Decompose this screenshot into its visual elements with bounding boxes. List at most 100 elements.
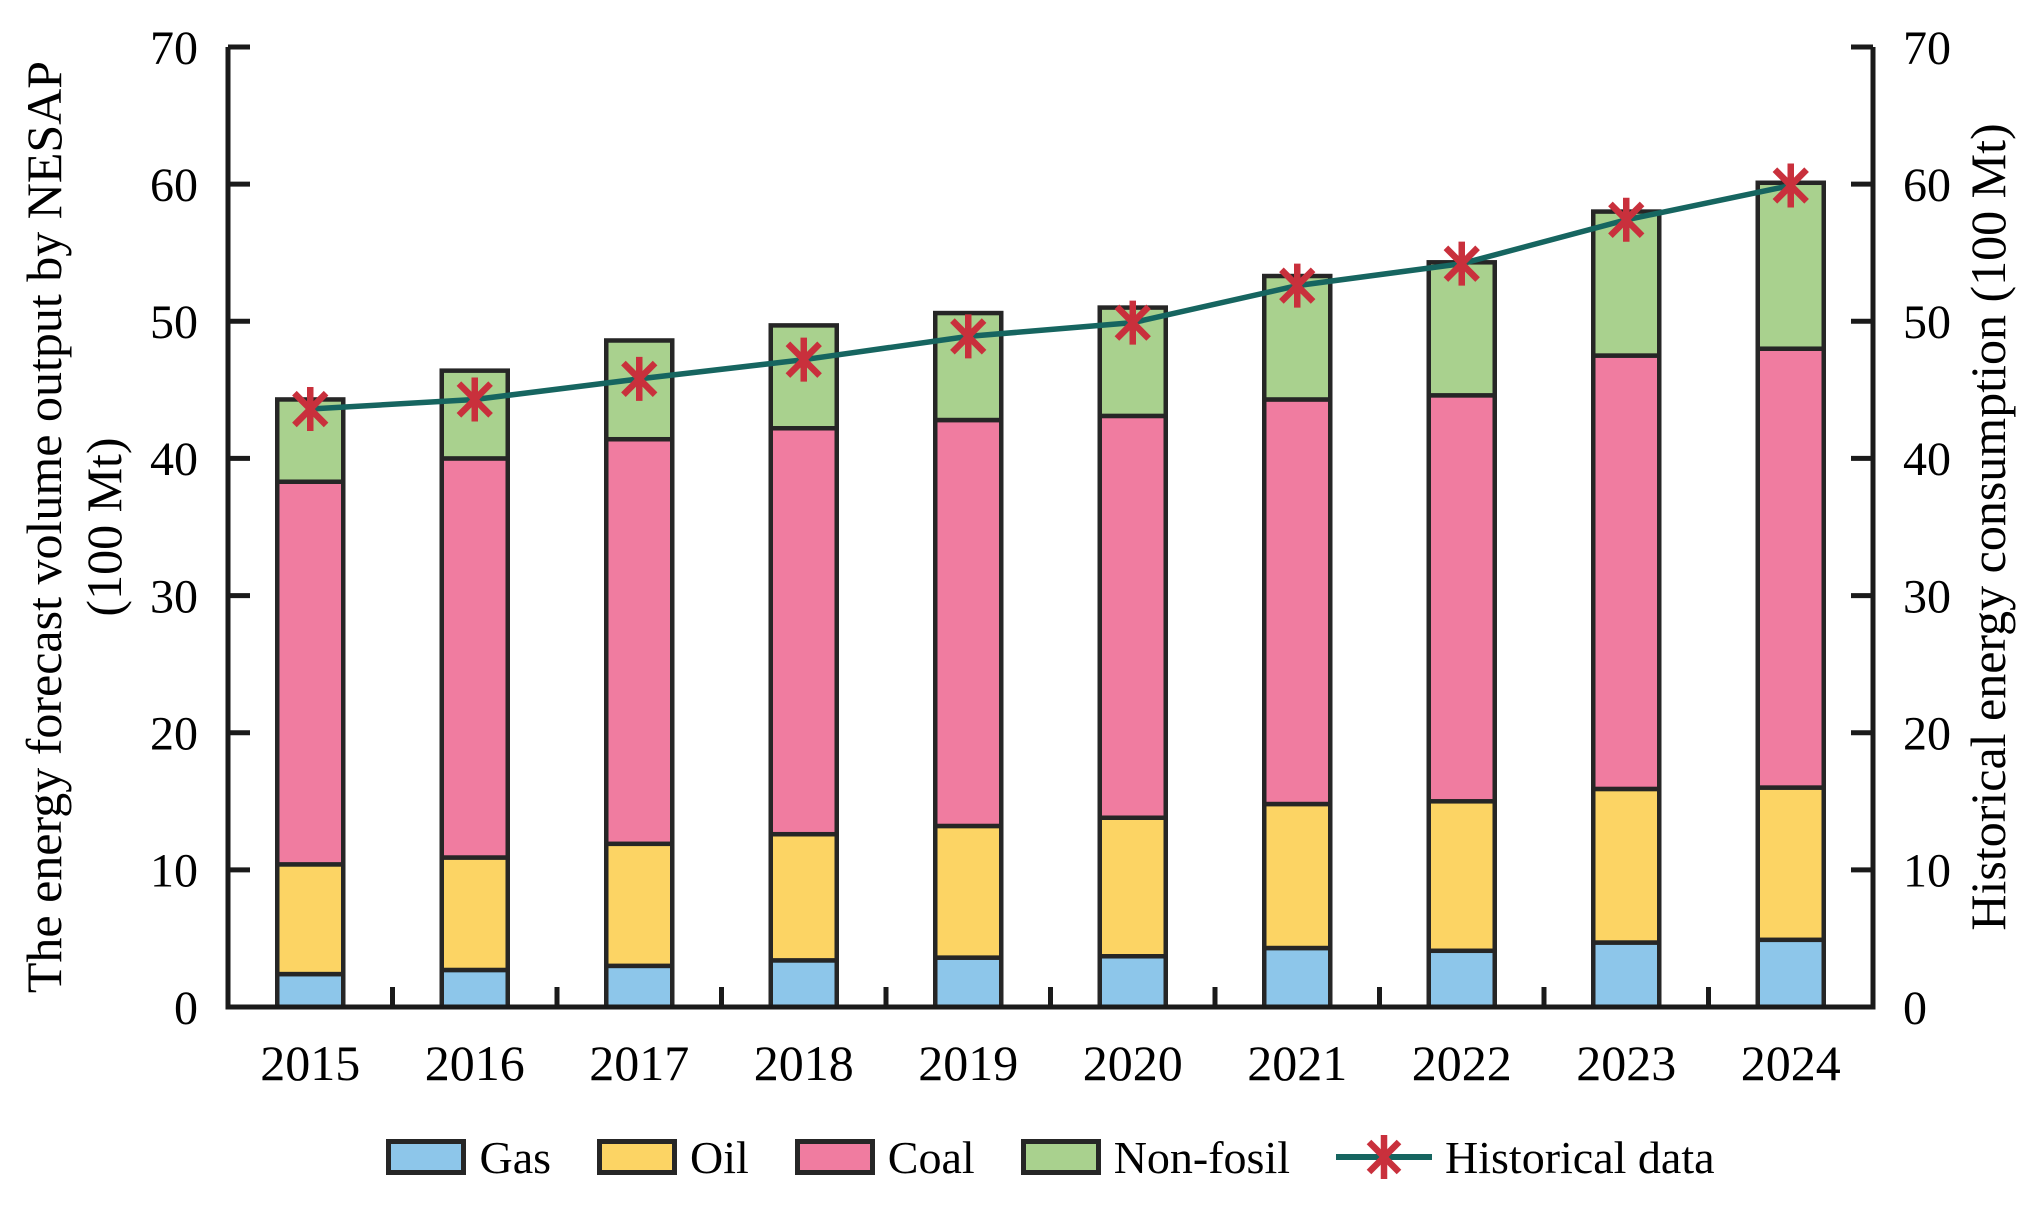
historical-marker-2021 — [1279, 263, 1316, 308]
left-tick-label-40: 40 — [150, 433, 198, 486]
right-tick-label-0: 0 — [1903, 982, 1927, 1035]
historical-line — [310, 182, 1792, 412]
historical-marker-2022 — [1443, 241, 1480, 286]
legend-label: Historical data — [1445, 1131, 1715, 1183]
historical-marker-2024 — [1772, 163, 1809, 208]
historical-marker-2018 — [785, 337, 822, 382]
legend-item-historical-data: Historical data — [1336, 1129, 1715, 1185]
asterisk-arm — [1772, 167, 1809, 204]
right-tick-label-50: 50 — [1903, 296, 1951, 349]
right-tick-label-30: 30 — [1903, 570, 1951, 623]
historical-marker-2019 — [950, 314, 987, 359]
asterisk-arm — [1443, 245, 1480, 282]
bar-2024-non-fosil — [1755, 180, 1826, 351]
x-tick-label-2017: 2017 — [589, 1035, 689, 1091]
asterisk-arm — [785, 341, 822, 378]
bar-2020-gas — [1097, 954, 1168, 1010]
legend-swatch-icon — [386, 1139, 467, 1175]
legend-swatch-icon — [794, 1139, 875, 1175]
bar-2019-oil — [933, 823, 1004, 960]
right-tick-label-10: 10 — [1903, 845, 1951, 898]
bar-2017-gas — [604, 963, 675, 1010]
asterisk-arm — [292, 390, 329, 428]
bar-2023-gas — [1591, 940, 1662, 1010]
left-axis-title-line1: The energy forecast volume output by NES… — [16, 60, 72, 994]
x-tick-label-2016: 2016 — [425, 1035, 525, 1091]
bar-2023-oil — [1591, 786, 1662, 945]
x-tick-label-2018: 2018 — [754, 1035, 854, 1091]
bar-2019-non-fosil — [933, 310, 1004, 423]
left-tick-label-50: 50 — [150, 296, 198, 349]
bar-2024-oil — [1755, 785, 1826, 943]
x-tick-label-2019: 2019 — [918, 1035, 1018, 1091]
legend-label: Oil — [690, 1131, 749, 1183]
left-tick-label-60: 60 — [150, 159, 198, 212]
x-tick-label-2015: 2015 — [260, 1035, 360, 1091]
bar-2015-coal — [275, 479, 346, 867]
bar-2021-oil — [1262, 801, 1333, 951]
historical-marker-2023 — [1608, 197, 1645, 242]
legend-item-coal: Coal — [794, 1131, 975, 1184]
left-tick-label-30: 30 — [150, 570, 198, 623]
historical-marker-2017 — [621, 356, 658, 401]
bar-2022-coal — [1426, 393, 1497, 804]
bar-2018-coal — [768, 426, 839, 837]
bar-2015-gas — [275, 971, 346, 1010]
left-axis-title-line2: (100 Mt) — [76, 437, 132, 617]
x-tick-label-2022: 2022 — [1412, 1035, 1512, 1091]
bar-2017-coal — [604, 436, 675, 847]
bar-2018-gas — [768, 958, 839, 1010]
bar-2022-oil — [1426, 799, 1497, 954]
bar-2015-oil — [275, 862, 346, 977]
asterisk-arm — [456, 381, 493, 418]
x-tick-label-2021: 2021 — [1247, 1035, 1347, 1091]
asterisk-arm — [950, 318, 987, 355]
bar-2018-oil — [768, 831, 839, 963]
bar-2024-coal — [1755, 346, 1826, 790]
bar-2023-coal — [1591, 353, 1662, 792]
right-axis-title: Historical energy consumption (100 Mt) — [1960, 123, 2016, 931]
bar-2024-gas — [1755, 937, 1826, 1010]
legend-swatch-icon — [597, 1139, 678, 1175]
historical-marker-2015 — [292, 387, 329, 432]
bar-2023-non-fosil — [1591, 209, 1662, 358]
historical-marker-2020 — [1114, 300, 1151, 345]
legend: Gas Oil Coal Non-fosil Historical data — [228, 1122, 1873, 1192]
x-tick-label-2023: 2023 — [1576, 1035, 1676, 1091]
bar-2020-coal — [1097, 413, 1168, 820]
legend-swatch-icon — [1020, 1139, 1101, 1175]
left-tick-label-10: 10 — [150, 845, 198, 898]
historical-marker-2016 — [456, 377, 493, 422]
asterisk-arm — [1608, 201, 1645, 238]
x-tick-label-2020: 2020 — [1083, 1035, 1183, 1091]
legend-label: Coal — [887, 1131, 975, 1183]
asterisk-arm — [1279, 267, 1316, 304]
left-tick-label-0: 0 — [174, 982, 198, 1035]
bar-2016-oil — [439, 855, 510, 973]
right-tick-label-60: 60 — [1903, 159, 1951, 212]
legend-label: Non-fosil — [1113, 1131, 1291, 1183]
legend-item-oil: Oil — [597, 1131, 749, 1184]
x-tick-label-2024: 2024 — [1741, 1035, 1841, 1091]
asterisk-arm — [1114, 304, 1151, 341]
right-tick-label-40: 40 — [1903, 433, 1951, 486]
left-tick-label-70: 70 — [150, 22, 198, 75]
bar-2021-gas — [1262, 945, 1333, 1010]
right-tick-label-20: 20 — [1903, 708, 1951, 761]
legend-item-non-fosil: Non-fosil — [1020, 1131, 1291, 1184]
bar-2021-coal — [1262, 397, 1333, 807]
right-tick-label-70: 70 — [1903, 22, 1951, 75]
legend-label: Gas — [479, 1131, 552, 1183]
legend-item-gas: Gas — [386, 1131, 551, 1184]
bar-2016-gas — [439, 967, 510, 1010]
bar-2022-gas — [1426, 948, 1497, 1010]
bar-2017-oil — [604, 841, 675, 969]
asterisk-arm — [621, 360, 658, 398]
bar-2019-gas — [933, 955, 1004, 1010]
bar-2016-coal — [439, 456, 510, 860]
bar-2019-coal — [933, 417, 1004, 829]
bar-2020-oil — [1097, 815, 1168, 959]
left-tick-label-20: 20 — [150, 708, 198, 761]
